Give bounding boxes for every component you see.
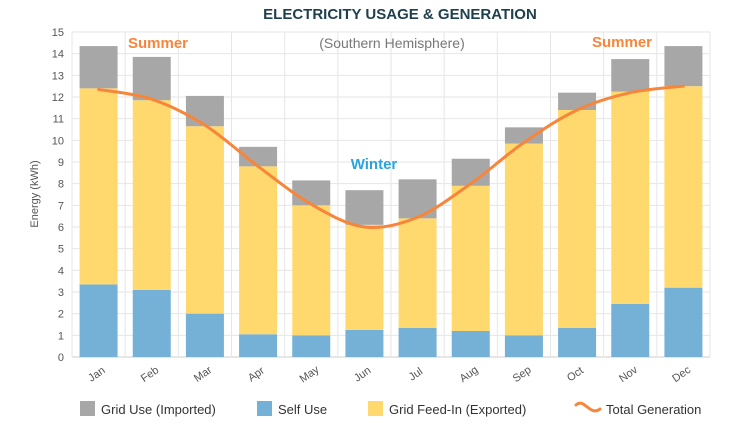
legend-line-total-generation <box>574 401 602 413</box>
legend-label-grid-use-imported: Grid Use (Imported) <box>101 402 216 417</box>
bar-self-use-apr <box>239 334 278 357</box>
bar-grid-feed-in-exported-dec <box>664 86 703 288</box>
x-tick-label-oct: Oct <box>565 365 586 385</box>
y-tick-label: 11 <box>53 114 64 126</box>
bar-grid-use-imported-mar <box>185 95 224 127</box>
grid-lines <box>71 31 711 358</box>
bar-grid-feed-in-exported-jul <box>398 218 437 328</box>
y-tick-label: 0 <box>58 352 64 364</box>
annotation-winter: Winter <box>351 156 398 173</box>
y-tick-label: 8 <box>58 179 64 191</box>
bar-self-use-nov <box>611 303 650 357</box>
y-tick-label: 1 <box>58 330 64 342</box>
y-tick-label: 4 <box>58 265 64 277</box>
legend: Grid Use (Imported) Self Use Grid Feed-In … <box>80 401 701 417</box>
bar-grid-feed-in-exported-jun <box>345 224 384 330</box>
legend-swatch-grid-feed-in-exported <box>368 401 383 416</box>
y-tick-label: 6 <box>58 222 64 234</box>
legend-swatch-self-use <box>257 401 272 416</box>
total-generation-line-group <box>97 84 685 229</box>
bar-grid-feed-in-exported-mar <box>185 126 224 314</box>
chart-title: ELECTRICITY USAGE & GENERATION <box>263 6 537 23</box>
x-tick-label-jan: Jan <box>86 365 107 385</box>
bar-grid-use-imported-feb <box>132 56 171 101</box>
x-tick-label-mar: Mar <box>192 364 215 385</box>
y-tick-label: 12 <box>52 92 64 104</box>
x-tick-label-aug: Aug <box>458 364 481 385</box>
annotation-summer-right: Summer <box>592 34 652 51</box>
bar-grid-use-imported-jul <box>398 179 437 219</box>
y-tick-label: 13 <box>52 70 64 82</box>
bar-self-use-sep <box>504 335 543 357</box>
x-tick-label-dec: Dec <box>670 364 693 385</box>
bar-grid-feed-in-exported-may <box>292 205 331 336</box>
bar-self-use-jan <box>79 284 118 357</box>
y-tick-label: 14 <box>52 49 64 61</box>
bar-grid-feed-in-exported-sep <box>504 143 543 336</box>
bar-grid-feed-in-exported-aug <box>451 185 490 331</box>
bar-grid-use-imported-may <box>292 180 331 206</box>
annotation-southern-hemisphere: (Southern Hemisphere) <box>319 35 465 51</box>
bar-grid-feed-in-exported-feb <box>132 100 171 290</box>
legend-label-self-use: Self Use <box>278 402 327 417</box>
x-tick-label-jul: Jul <box>407 366 425 384</box>
y-tick-label: 3 <box>58 287 64 299</box>
x-axis-ticks: Jan Feb Mar Apr May Jun Jul Aug Sep Oct Nov Dec <box>86 363 693 385</box>
bar-self-use-jun <box>345 329 384 357</box>
bar-self-use-mar <box>185 313 224 357</box>
legend-label-total-generation: Total Generation <box>606 402 701 417</box>
bar-self-use-aug <box>451 331 490 357</box>
y-tick-label: 5 <box>58 244 64 256</box>
legend-swatch-grid-use-imported <box>80 401 95 416</box>
bar-grid-use-imported-dec <box>664 46 703 87</box>
bar-grid-use-imported-apr <box>239 146 278 167</box>
bar-self-use-feb <box>132 289 171 357</box>
y-tick-label: 2 <box>58 309 64 321</box>
x-tick-label-may: May <box>298 363 322 385</box>
y-tick-label: 9 <box>58 157 64 169</box>
bar-grid-use-imported-sep <box>504 127 543 144</box>
x-tick-label-apr: Apr <box>246 365 267 385</box>
bar-grid-use-imported-nov <box>611 59 650 92</box>
bar-self-use-may <box>292 335 331 357</box>
x-tick-label-feb: Feb <box>139 364 161 385</box>
bar-grid-feed-in-exported-oct <box>558 110 597 328</box>
x-tick-label-sep: Sep <box>511 364 534 385</box>
bar-grid-feed-in-exported-nov <box>611 91 650 304</box>
bar-grid-feed-in-exported-jan <box>79 88 118 285</box>
x-tick-label-jun: Jun <box>352 365 373 385</box>
y-tick-label: 15 <box>52 27 64 39</box>
bar-grid-use-imported-jan <box>79 46 118 89</box>
annotation-summer-left: Summer <box>128 35 188 52</box>
legend-label-grid-feed-in-exported: Grid Feed-In (Exported) <box>389 402 526 417</box>
total-generation-line <box>97 84 685 229</box>
x-tick-label-nov: Nov <box>617 364 640 385</box>
bar-grid-use-imported-jun <box>345 190 384 225</box>
bars-group <box>79 46 703 357</box>
bar-self-use-oct <box>558 327 597 357</box>
y-tick-label: 10 <box>52 135 64 147</box>
bar-self-use-jul <box>398 327 437 357</box>
y-axis-label: Energy (kWh) <box>29 160 41 227</box>
bar-grid-use-imported-oct <box>558 92 597 110</box>
y-tick-label: 7 <box>58 200 64 212</box>
bar-self-use-dec <box>664 287 703 357</box>
bar-grid-feed-in-exported-apr <box>239 166 278 335</box>
annotations-group: Summer (Southern Hemisphere) Winter Summer <box>128 34 652 173</box>
